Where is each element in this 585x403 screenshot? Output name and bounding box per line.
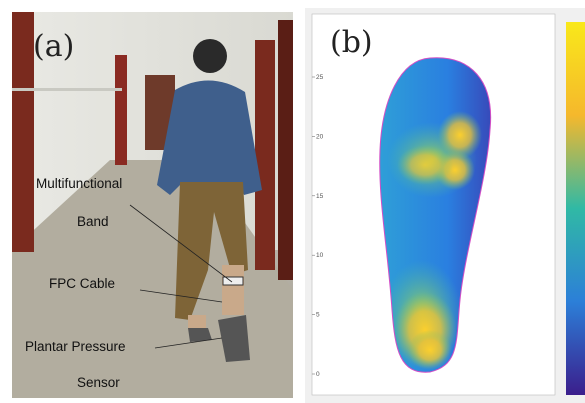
y-tick-label: 5 xyxy=(316,312,320,319)
y-tick-label: 20 xyxy=(316,133,324,140)
y-tick-label: 25 xyxy=(316,74,324,81)
figure: (a) Multifunctional Band FPC Cable Plantar … xyxy=(0,0,585,403)
annotation: Multifunctional xyxy=(36,176,122,191)
annotation: Band xyxy=(77,214,109,229)
annotation: Sensor xyxy=(77,375,120,390)
panel-label: (b) xyxy=(330,25,373,60)
y-tick-label: 15 xyxy=(316,193,324,200)
panel-label: (a) xyxy=(33,29,74,64)
y-tick-label: 10 xyxy=(316,252,324,259)
annotation: FPC Cable xyxy=(49,276,115,291)
photo-panel: (a) Multifunctional Band FPC Cable Plantar … xyxy=(12,12,293,398)
y-tick-label: 0 xyxy=(316,371,320,378)
annotation: Plantar Pressure xyxy=(25,339,126,354)
heatmap-panel: (b) 0 5 10 15 20 25 xyxy=(305,8,585,403)
